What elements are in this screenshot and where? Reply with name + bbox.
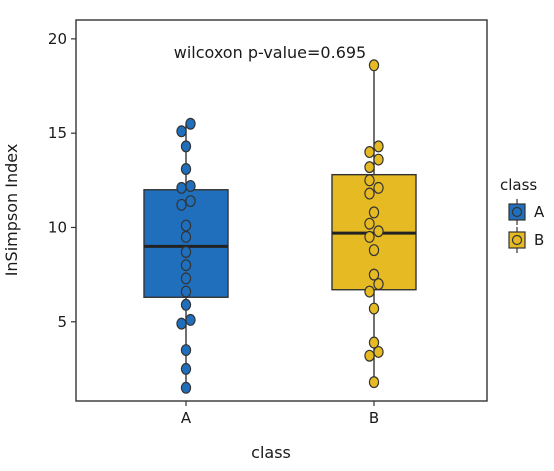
point-a-13	[176, 198, 187, 211]
legend: class AB	[500, 176, 545, 253]
point-b-1	[368, 376, 380, 389]
y-axis-title: InSimpson Index	[2, 144, 21, 277]
legend-label-b: B	[534, 231, 544, 249]
point-a-8	[180, 272, 192, 285]
point-a-5	[185, 313, 196, 326]
point-a-20	[185, 117, 196, 130]
wilcoxon-annotation: wilcoxon p-value=0.695	[174, 43, 366, 62]
point-a-16	[185, 179, 196, 192]
y-tick-label-10: 10	[48, 218, 67, 236]
point-b-8	[368, 268, 380, 281]
point-b-20	[373, 140, 384, 153]
point-a-18	[180, 140, 192, 153]
point-b-2	[364, 349, 375, 362]
plot-panel-border	[75, 19, 488, 402]
point-b-13	[368, 206, 380, 219]
y-tick-label-20: 20	[48, 30, 67, 48]
y-tick-label-15: 15	[48, 124, 67, 142]
point-a-19	[176, 125, 187, 138]
point-a-7	[180, 285, 192, 298]
data-points	[176, 59, 384, 394]
point-b-6	[364, 285, 375, 298]
point-b-21	[368, 59, 380, 72]
point-b-12	[364, 217, 375, 230]
point-b-9	[368, 244, 380, 257]
point-b-15	[373, 181, 384, 194]
legend-title: class	[500, 176, 537, 194]
legend-items: AB	[508, 199, 545, 253]
legend-key-dot-a	[511, 206, 523, 218]
point-a-9	[180, 259, 192, 272]
point-b-3	[373, 345, 384, 358]
point-a-2	[180, 362, 192, 375]
point-a-1	[180, 381, 192, 394]
legend-key-dot-b	[511, 234, 523, 246]
point-b-16	[364, 174, 375, 187]
x-tick-label-A: A	[181, 409, 192, 427]
y-tick-label-5: 5	[57, 313, 67, 331]
point-a-12	[180, 219, 192, 232]
point-a-17	[180, 163, 192, 176]
point-a-11	[180, 230, 192, 243]
point-b-14	[364, 187, 375, 200]
point-b-10	[364, 230, 375, 243]
point-b-19	[364, 146, 375, 159]
legend-label-a: A	[534, 203, 545, 221]
point-a-6	[180, 298, 192, 311]
point-b-5	[368, 302, 380, 315]
point-a-10	[180, 245, 192, 258]
point-b-11	[373, 225, 384, 238]
x-tick-label-B: B	[369, 409, 379, 427]
point-b-4	[368, 336, 380, 349]
x-axis-title: class	[251, 443, 291, 462]
point-a-3	[180, 344, 192, 357]
point-b-7	[373, 278, 384, 291]
point-a-14	[185, 195, 196, 208]
point-a-4	[176, 317, 187, 330]
point-b-18	[373, 153, 384, 166]
point-b-17	[364, 161, 375, 174]
y-axis: 5 10 15 20	[48, 30, 76, 331]
point-a-15	[176, 181, 187, 194]
